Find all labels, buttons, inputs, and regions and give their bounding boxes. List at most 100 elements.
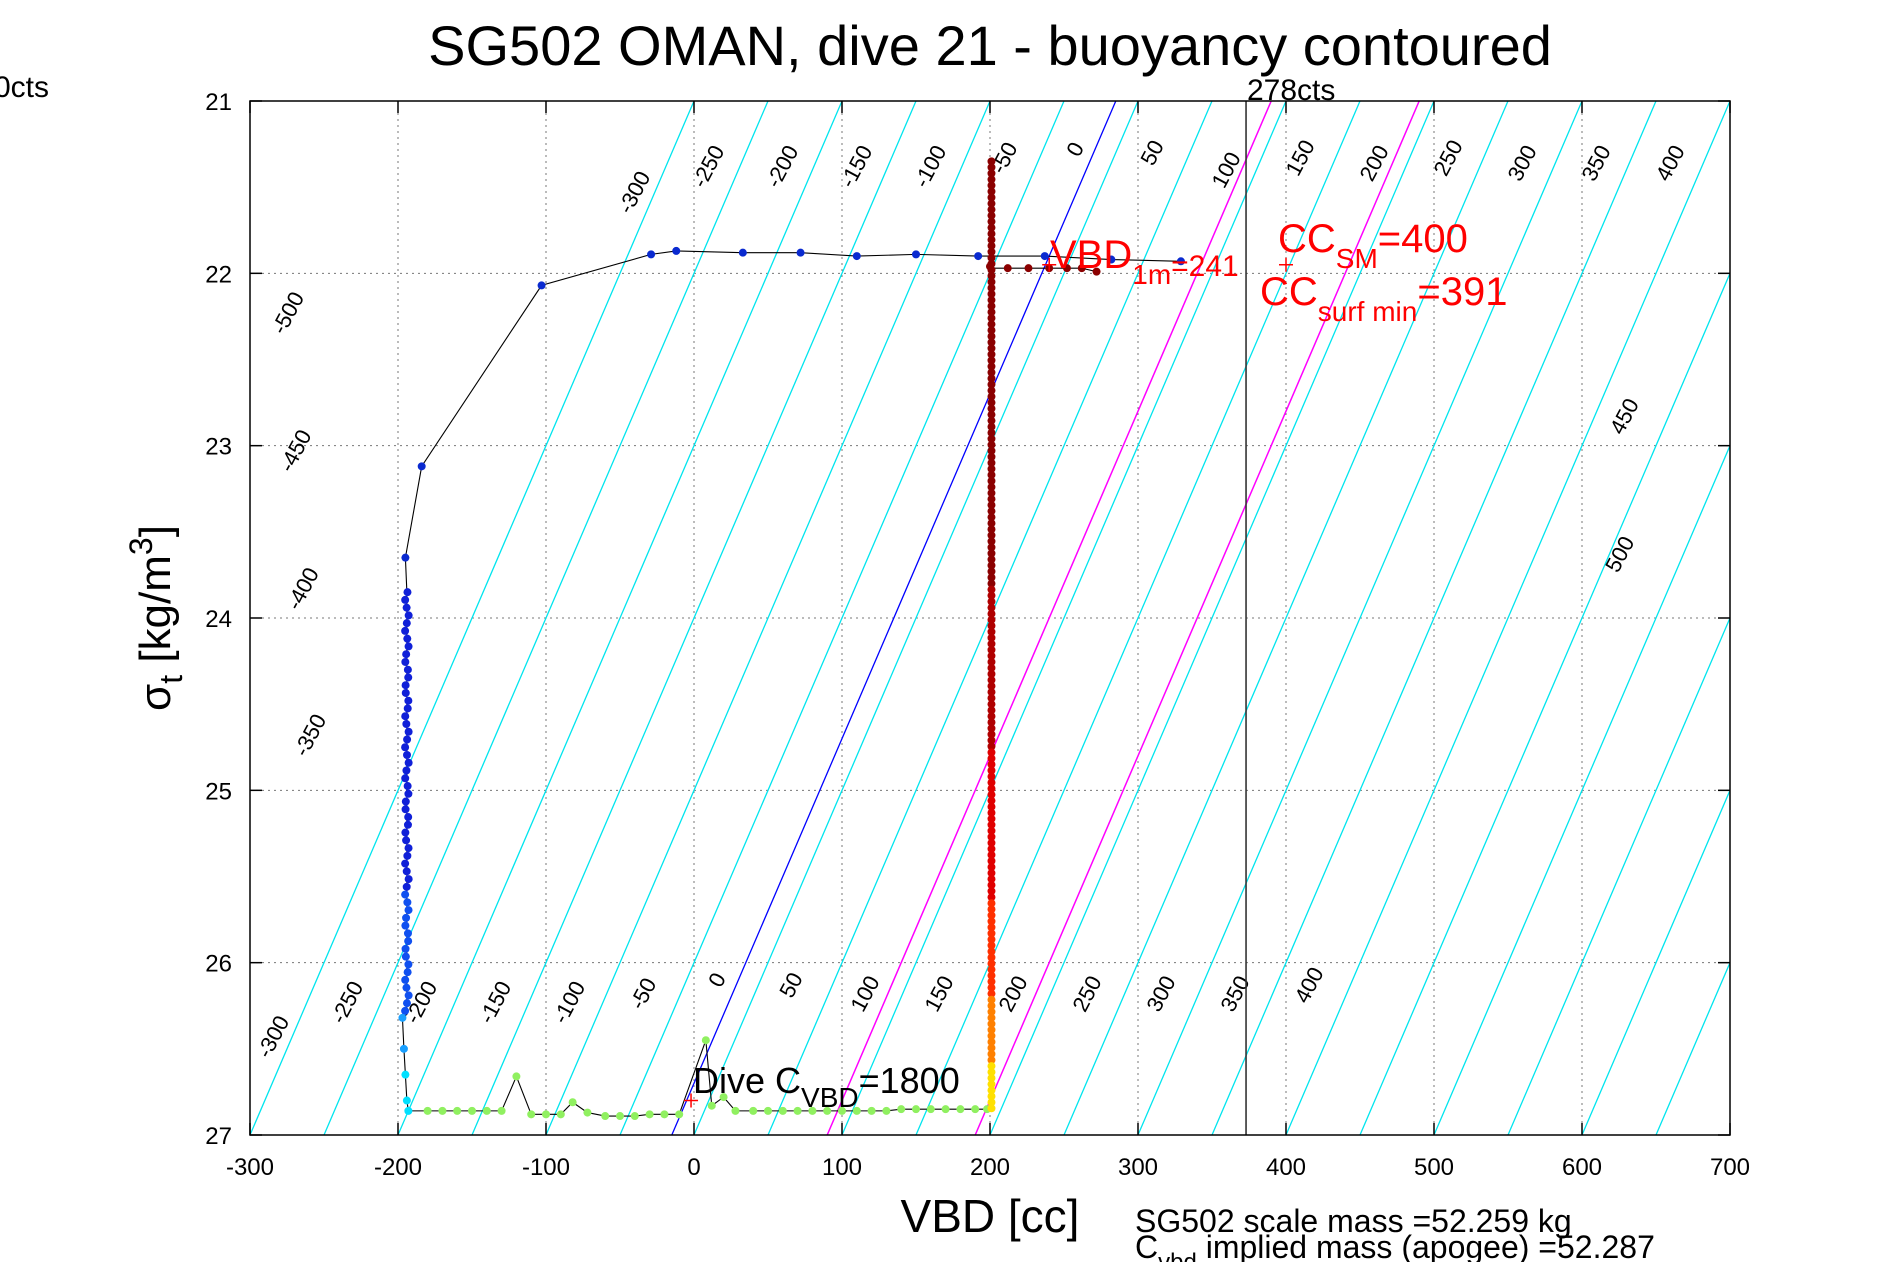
buoyancy-contour-line	[1507, 616, 1730, 1135]
ascent-data-point	[987, 965, 996, 974]
ascent-data-point	[986, 262, 994, 271]
bottom-data-point	[527, 1110, 536, 1119]
bottom-data-point	[956, 1105, 965, 1114]
bottom-data-point	[675, 1110, 684, 1119]
ascent-data-point	[1024, 264, 1033, 273]
descent-data-point	[852, 252, 861, 261]
descent-data-point	[401, 553, 410, 562]
ascent-data-point	[987, 754, 996, 763]
ascent-data-point	[987, 832, 996, 841]
ascent-data-point	[987, 850, 996, 859]
chart-title: SG502 OMAN, dive 21 - buoyancy contoured	[428, 14, 1552, 77]
contour-label: -250	[687, 141, 730, 192]
y-axis-label-sigma: σ	[131, 684, 180, 711]
ascent-data-point	[987, 838, 996, 847]
bottom-data-point	[542, 1110, 550, 1119]
ascent-data-point	[987, 1050, 996, 1059]
buoyancy-contour-line	[1433, 444, 1730, 1135]
ascent-data-point	[987, 591, 996, 600]
buoyancy-contour-line	[1285, 101, 1730, 1135]
descent-data-point	[401, 952, 410, 961]
bottom-data-point	[764, 1106, 772, 1115]
ascent-data-point	[987, 332, 996, 341]
descent-data-point	[402, 766, 411, 775]
descent-data-point	[404, 727, 413, 736]
buoyancy-contour-line	[471, 101, 917, 1135]
dive-cvbd-marker	[684, 1093, 699, 1108]
descent-data-point	[404, 696, 413, 705]
y-tick-label: 26	[205, 951, 232, 978]
ascent-data-point	[987, 1080, 996, 1089]
ascent-data-point	[987, 525, 996, 534]
ascent-data-point	[987, 483, 996, 492]
ascent-data-point	[987, 911, 996, 920]
ascent-data-point	[987, 513, 996, 522]
bottom-data-point	[453, 1106, 462, 1115]
descent-data-point	[537, 281, 546, 290]
ascent-data-point	[987, 645, 996, 654]
descent-data-point	[404, 642, 413, 651]
descent-data-point	[1107, 255, 1116, 264]
ascent-data-point	[987, 983, 996, 992]
ascent-data-point	[987, 308, 996, 317]
ascent-data-point	[987, 627, 996, 636]
annotation-dive-cvbd-sub: VBD	[801, 1082, 859, 1113]
ascent-data-point	[987, 362, 996, 371]
ascent-data-point	[1077, 264, 1086, 273]
contour-label: 300	[1502, 141, 1541, 185]
ascent-data-point	[987, 163, 996, 172]
descent-data-point	[403, 820, 412, 829]
bottom-data-point	[438, 1106, 447, 1115]
bottom-data-point	[630, 1112, 639, 1121]
ascent-data-point	[987, 320, 996, 329]
ascent-data-point	[987, 682, 996, 691]
ascent-data-point	[987, 621, 996, 630]
ascent-data-point	[987, 567, 996, 576]
x-tick-label: 300	[1118, 1154, 1158, 1181]
ascent-data-point	[987, 585, 996, 594]
ascent-data-point	[987, 446, 996, 455]
ascent-data-point	[987, 157, 996, 166]
plot-overlays	[684, 257, 1293, 1108]
ascent-data-point	[987, 452, 996, 461]
ascent-data-point	[987, 917, 996, 926]
descent-data-point	[401, 805, 410, 814]
footer-implied-mass: Cvbd implied mass (apogee) =52.287	[1135, 1229, 1655, 1262]
ascent-data-point	[987, 314, 996, 323]
vbd-1m-marker	[1042, 257, 1057, 272]
ascent-data-point	[987, 633, 996, 642]
annotation-cc-surf-min: CCsurf min=391	[1260, 270, 1507, 327]
descent-data-point	[401, 681, 410, 690]
bottom-data-point	[926, 1105, 935, 1114]
buoyancy-contour-line	[397, 101, 843, 1135]
ascent-data-point	[987, 730, 996, 739]
ascent-data-point	[987, 844, 996, 853]
ascent-data-point	[987, 1007, 996, 1016]
ascent-data-point	[987, 1068, 996, 1077]
ascent-data-point	[987, 676, 996, 685]
descent-data-point	[401, 657, 410, 666]
bottom-data-point	[512, 1072, 521, 1081]
descent-data-point	[401, 774, 410, 783]
ascent-data-point	[987, 392, 996, 401]
descent-data-point	[402, 650, 411, 659]
ascent-data-point	[987, 253, 996, 262]
bottom-data-point	[823, 1106, 832, 1115]
bottom-data-point	[838, 1106, 846, 1115]
ascent-data-point	[987, 814, 996, 823]
annotation-dive-cvbd-tail: =1800	[859, 1060, 960, 1101]
contour-label: -300	[252, 1011, 295, 1062]
descent-data-point	[401, 595, 410, 604]
contour-label: -450	[274, 425, 317, 476]
ascent-data-point	[987, 175, 996, 184]
descent-data-point	[403, 929, 412, 938]
buoyancy-contour-line	[323, 101, 769, 1135]
ascent-data-point	[987, 476, 996, 485]
descent-data-point	[738, 248, 747, 257]
descent-data-point	[403, 588, 412, 597]
bottom-data-point	[912, 1105, 920, 1114]
bottom-data-point	[556, 1110, 565, 1119]
descent-data-point	[402, 719, 411, 728]
ascent-data-point	[987, 1086, 996, 1095]
